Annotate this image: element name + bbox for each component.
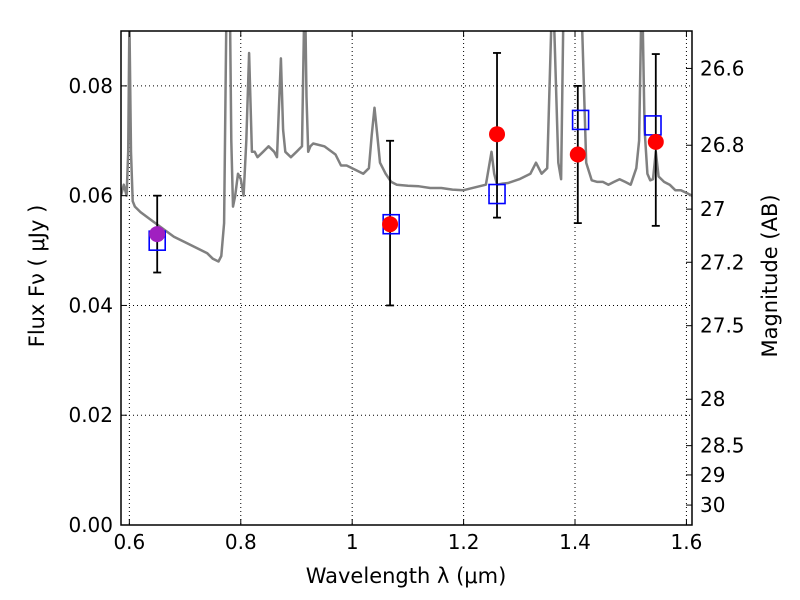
magnitude-tick-label: 29: [700, 463, 725, 487]
observed-flux-point: [489, 126, 506, 143]
x-tick-label: 1.6: [671, 530, 703, 554]
observed-flux-point: [569, 146, 586, 163]
model-band-square: [571, 109, 590, 131]
magnitude-tick-label: 26.6: [700, 56, 745, 80]
x-tick-label: 1.4: [559, 530, 591, 554]
y-tick-label: 0.08: [68, 74, 113, 98]
magnitude-tick-label: 28.5: [700, 434, 745, 458]
data-layer: [121, 31, 692, 263]
markers: [148, 109, 664, 251]
y-tick-label: 0.02: [68, 403, 113, 427]
y-axis-label: Flux Fν ( μJy ): [25, 205, 49, 348]
ticks: 0.6 0.8 1 1.2 1.4 1.6 0.00 0.02 0.04 0.06 0.08 26.6…: [68, 31, 745, 554]
model-band-square: [488, 183, 506, 205]
magnitude-axis-label: Magnitude (AB): [758, 194, 782, 357]
y-tick-label: 0.00: [68, 513, 113, 537]
grid: [121, 31, 692, 526]
x-tick-label: 1: [346, 530, 359, 554]
x-axis-label: Wavelength λ (μm): [306, 564, 507, 588]
magnitude-tick-label: 30: [700, 493, 725, 517]
model-band-square: [644, 115, 662, 136]
observed-flux-point: [149, 226, 166, 243]
model-spectrum-line: [121, 31, 692, 263]
observed-flux-point: [647, 133, 664, 150]
y-tick-label: 0.06: [68, 184, 113, 208]
observed-flux-point: [382, 216, 399, 233]
magnitude-tick-label: 27.2: [700, 250, 745, 274]
x-tick-label: 0.6: [113, 530, 145, 554]
magnitude-tick-label: 28: [700, 387, 725, 411]
y-tick-label: 0.04: [68, 293, 113, 317]
x-tick-label: 0.8: [225, 530, 257, 554]
magnitude-tick-label: 26.8: [700, 133, 745, 157]
magnitude-tick-label: 27: [700, 197, 725, 221]
plot-frame: [120, 30, 693, 526]
magnitude-tick-label: 27.5: [700, 314, 745, 338]
x-tick-label: 1.2: [448, 530, 480, 554]
